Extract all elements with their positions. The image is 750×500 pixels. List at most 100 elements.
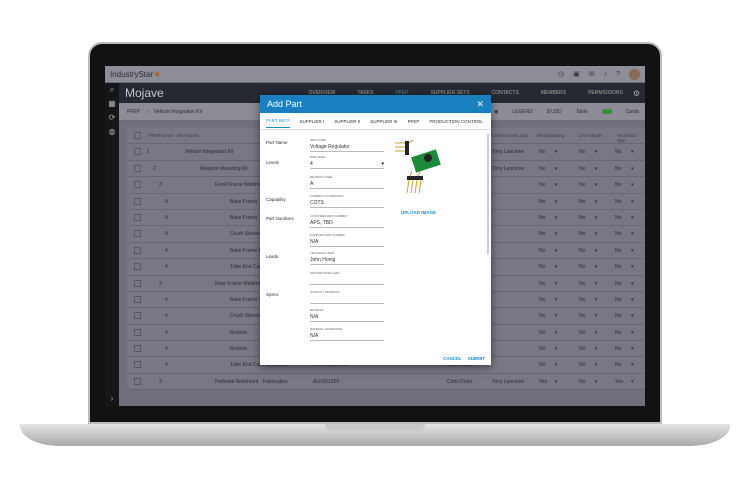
nav-tab-members[interactable]: MEMBERS	[540, 90, 567, 96]
dropdown-icon[interactable]: ▾	[631, 165, 634, 172]
dropdown-icon[interactable]: ▾	[595, 264, 598, 271]
form-field[interactable]: QUANTITY PER BUILD	[310, 290, 384, 304]
dropdown-icon[interactable]: ▾	[555, 362, 558, 369]
spec-select[interactable]: No	[615, 264, 622, 271]
column-header[interactable]: Technical Spe	[617, 133, 636, 143]
field-value[interactable]: A	[310, 181, 314, 187]
dropdown-icon[interactable]: ▾	[631, 198, 634, 205]
cad-select[interactable]: No	[579, 362, 586, 369]
spec-select[interactable]: No	[615, 313, 622, 320]
tab-part-info[interactable]: PART INFO	[266, 118, 290, 128]
dropdown-icon[interactable]: ▾	[631, 313, 634, 320]
cad-select[interactable]: No	[579, 264, 586, 271]
table-row[interactable]: 3 Pedestal Weldment Fabrication ALK001003 Ch…	[127, 373, 645, 391]
form-field[interactable]: MATERIAL N/A	[310, 308, 384, 322]
spec-select[interactable]: No	[615, 329, 622, 336]
dropdown-icon[interactable]: ▾	[595, 231, 598, 238]
form-field[interactable]: PART NAME Voltage Regulator	[310, 138, 384, 152]
form-field[interactable]: MATERIAL GRADE/SPEC N/A	[310, 327, 384, 341]
help-icon[interactable]: ?	[616, 70, 620, 78]
nav-tab-contacts[interactable]: CONTACTS	[491, 90, 519, 96]
cad-select[interactable]: No	[579, 214, 586, 221]
dropdown-icon[interactable]: ▾	[631, 214, 634, 221]
spec-select[interactable]: No	[615, 346, 622, 353]
row-checkbox[interactable]	[134, 230, 141, 238]
tab-pfep[interactable]: PFEP	[407, 118, 420, 124]
cad-select[interactable]: No	[579, 346, 586, 353]
dropdown-icon[interactable]: ▾	[631, 329, 634, 336]
dropdown-icon[interactable]: ▾	[555, 231, 558, 238]
dropdown-icon[interactable]: ▾	[555, 378, 558, 385]
cad-select[interactable]: No	[579, 247, 586, 254]
spec-select[interactable]: No	[615, 214, 622, 221]
gear-icon[interactable]: ⚙	[632, 88, 640, 98]
print-select[interactable]: No	[539, 214, 546, 221]
print-select[interactable]: No	[539, 329, 546, 336]
nav-tab-supplier-sets[interactable]: SUPPLIER SETS	[430, 90, 470, 96]
dropdown-icon[interactable]: ▾	[555, 149, 558, 156]
avatar[interactable]	[629, 68, 640, 80]
row-checkbox[interactable]	[134, 328, 141, 336]
cad-select[interactable]: No	[579, 182, 586, 189]
field-value[interactable]: John Honig	[310, 257, 336, 263]
print-select[interactable]: No	[539, 280, 546, 287]
dropdown-icon[interactable]: ▾	[555, 313, 558, 320]
print-select[interactable]: Yes	[539, 378, 548, 385]
dropdown-icon[interactable]: ▾	[595, 296, 598, 303]
legend-button[interactable]: LEGEND	[512, 108, 533, 115]
row-checkbox[interactable]	[134, 263, 141, 271]
dropdown-icon[interactable]: ▾	[595, 313, 598, 320]
close-icon[interactable]: ✕	[476, 98, 484, 109]
row-checkbox[interactable]	[134, 246, 141, 254]
dropdown-icon[interactable]: ▾	[631, 247, 634, 254]
cad-select[interactable]: No	[579, 198, 586, 205]
dropdown-icon[interactable]: ▾	[381, 161, 384, 167]
print-select[interactable]: No	[539, 247, 546, 254]
dropdown-icon[interactable]: ▾	[595, 182, 598, 189]
spec-select[interactable]: No	[615, 296, 622, 303]
form-field[interactable]: SUPPLIER PART NUMBER N/A	[310, 233, 384, 247]
dropdown-icon[interactable]: ▾	[595, 198, 598, 205]
field-value[interactable]: N/A	[310, 333, 319, 339]
dropdown-icon[interactable]: ▾	[555, 247, 558, 254]
dropdown-icon[interactable]: ▾	[595, 346, 598, 353]
print-select[interactable]: No	[539, 362, 546, 369]
row-checkbox[interactable]	[134, 197, 141, 205]
dropdown-icon[interactable]: ▾	[631, 296, 634, 303]
dropdown-icon[interactable]: ▾	[631, 378, 634, 385]
row-checkbox[interactable]	[134, 279, 141, 287]
spec-select[interactable]: No	[615, 182, 622, 189]
dropdown-icon[interactable]: ▾	[555, 346, 558, 353]
form-field[interactable]: CUSTOMER PART NUMBER APS, TBD	[310, 214, 384, 228]
dropdown-icon[interactable]: ▾	[555, 198, 558, 205]
form-field[interactable]: REVISION LEVEL A	[310, 175, 384, 189]
contacts-icon[interactable]: ▣	[573, 71, 580, 78]
field-value[interactable]: COTS	[310, 200, 324, 206]
spec-select[interactable]: No	[615, 280, 622, 287]
spec-select[interactable]: No	[615, 247, 622, 254]
select-all-checkbox[interactable]	[134, 132, 141, 139]
dropdown-icon[interactable]: ▾	[595, 280, 598, 287]
print-select[interactable]: No	[539, 264, 546, 271]
row-checkbox[interactable]	[134, 377, 141, 385]
print-select[interactable]: No	[539, 313, 546, 320]
dropdown-icon[interactable]: ▾	[555, 165, 558, 172]
cad-select[interactable]: No	[579, 329, 586, 336]
dropdown-icon[interactable]: ▾	[555, 182, 558, 189]
cad-select[interactable]: No	[579, 280, 586, 287]
tab-production-control[interactable]: PRODUCTION CONTROL	[429, 118, 483, 124]
search-icon[interactable]: ⌕	[109, 85, 115, 94]
table-row[interactable]: 4 Tube End Cap Fabrication ALK001001-20 Chri…	[127, 357, 645, 374]
field-value[interactable]: 4	[310, 161, 313, 167]
print-select[interactable]: No	[539, 165, 546, 172]
row-checkbox[interactable]	[134, 148, 141, 156]
clock-icon[interactable]: ◷	[557, 71, 565, 78]
dropdown-icon[interactable]: ▾	[555, 280, 558, 287]
nav-tab-pfep[interactable]: PFEP	[395, 90, 409, 96]
form-field[interactable]: BOM LEVEL 4 ▾	[310, 155, 384, 169]
print-select[interactable]: No	[539, 198, 546, 205]
view-toggle[interactable]	[601, 109, 612, 114]
dropdown-icon[interactable]: ▾	[631, 231, 634, 238]
dropdown-icon[interactable]: ▾	[631, 264, 634, 271]
dropdown-icon[interactable]: ▾	[631, 280, 634, 287]
